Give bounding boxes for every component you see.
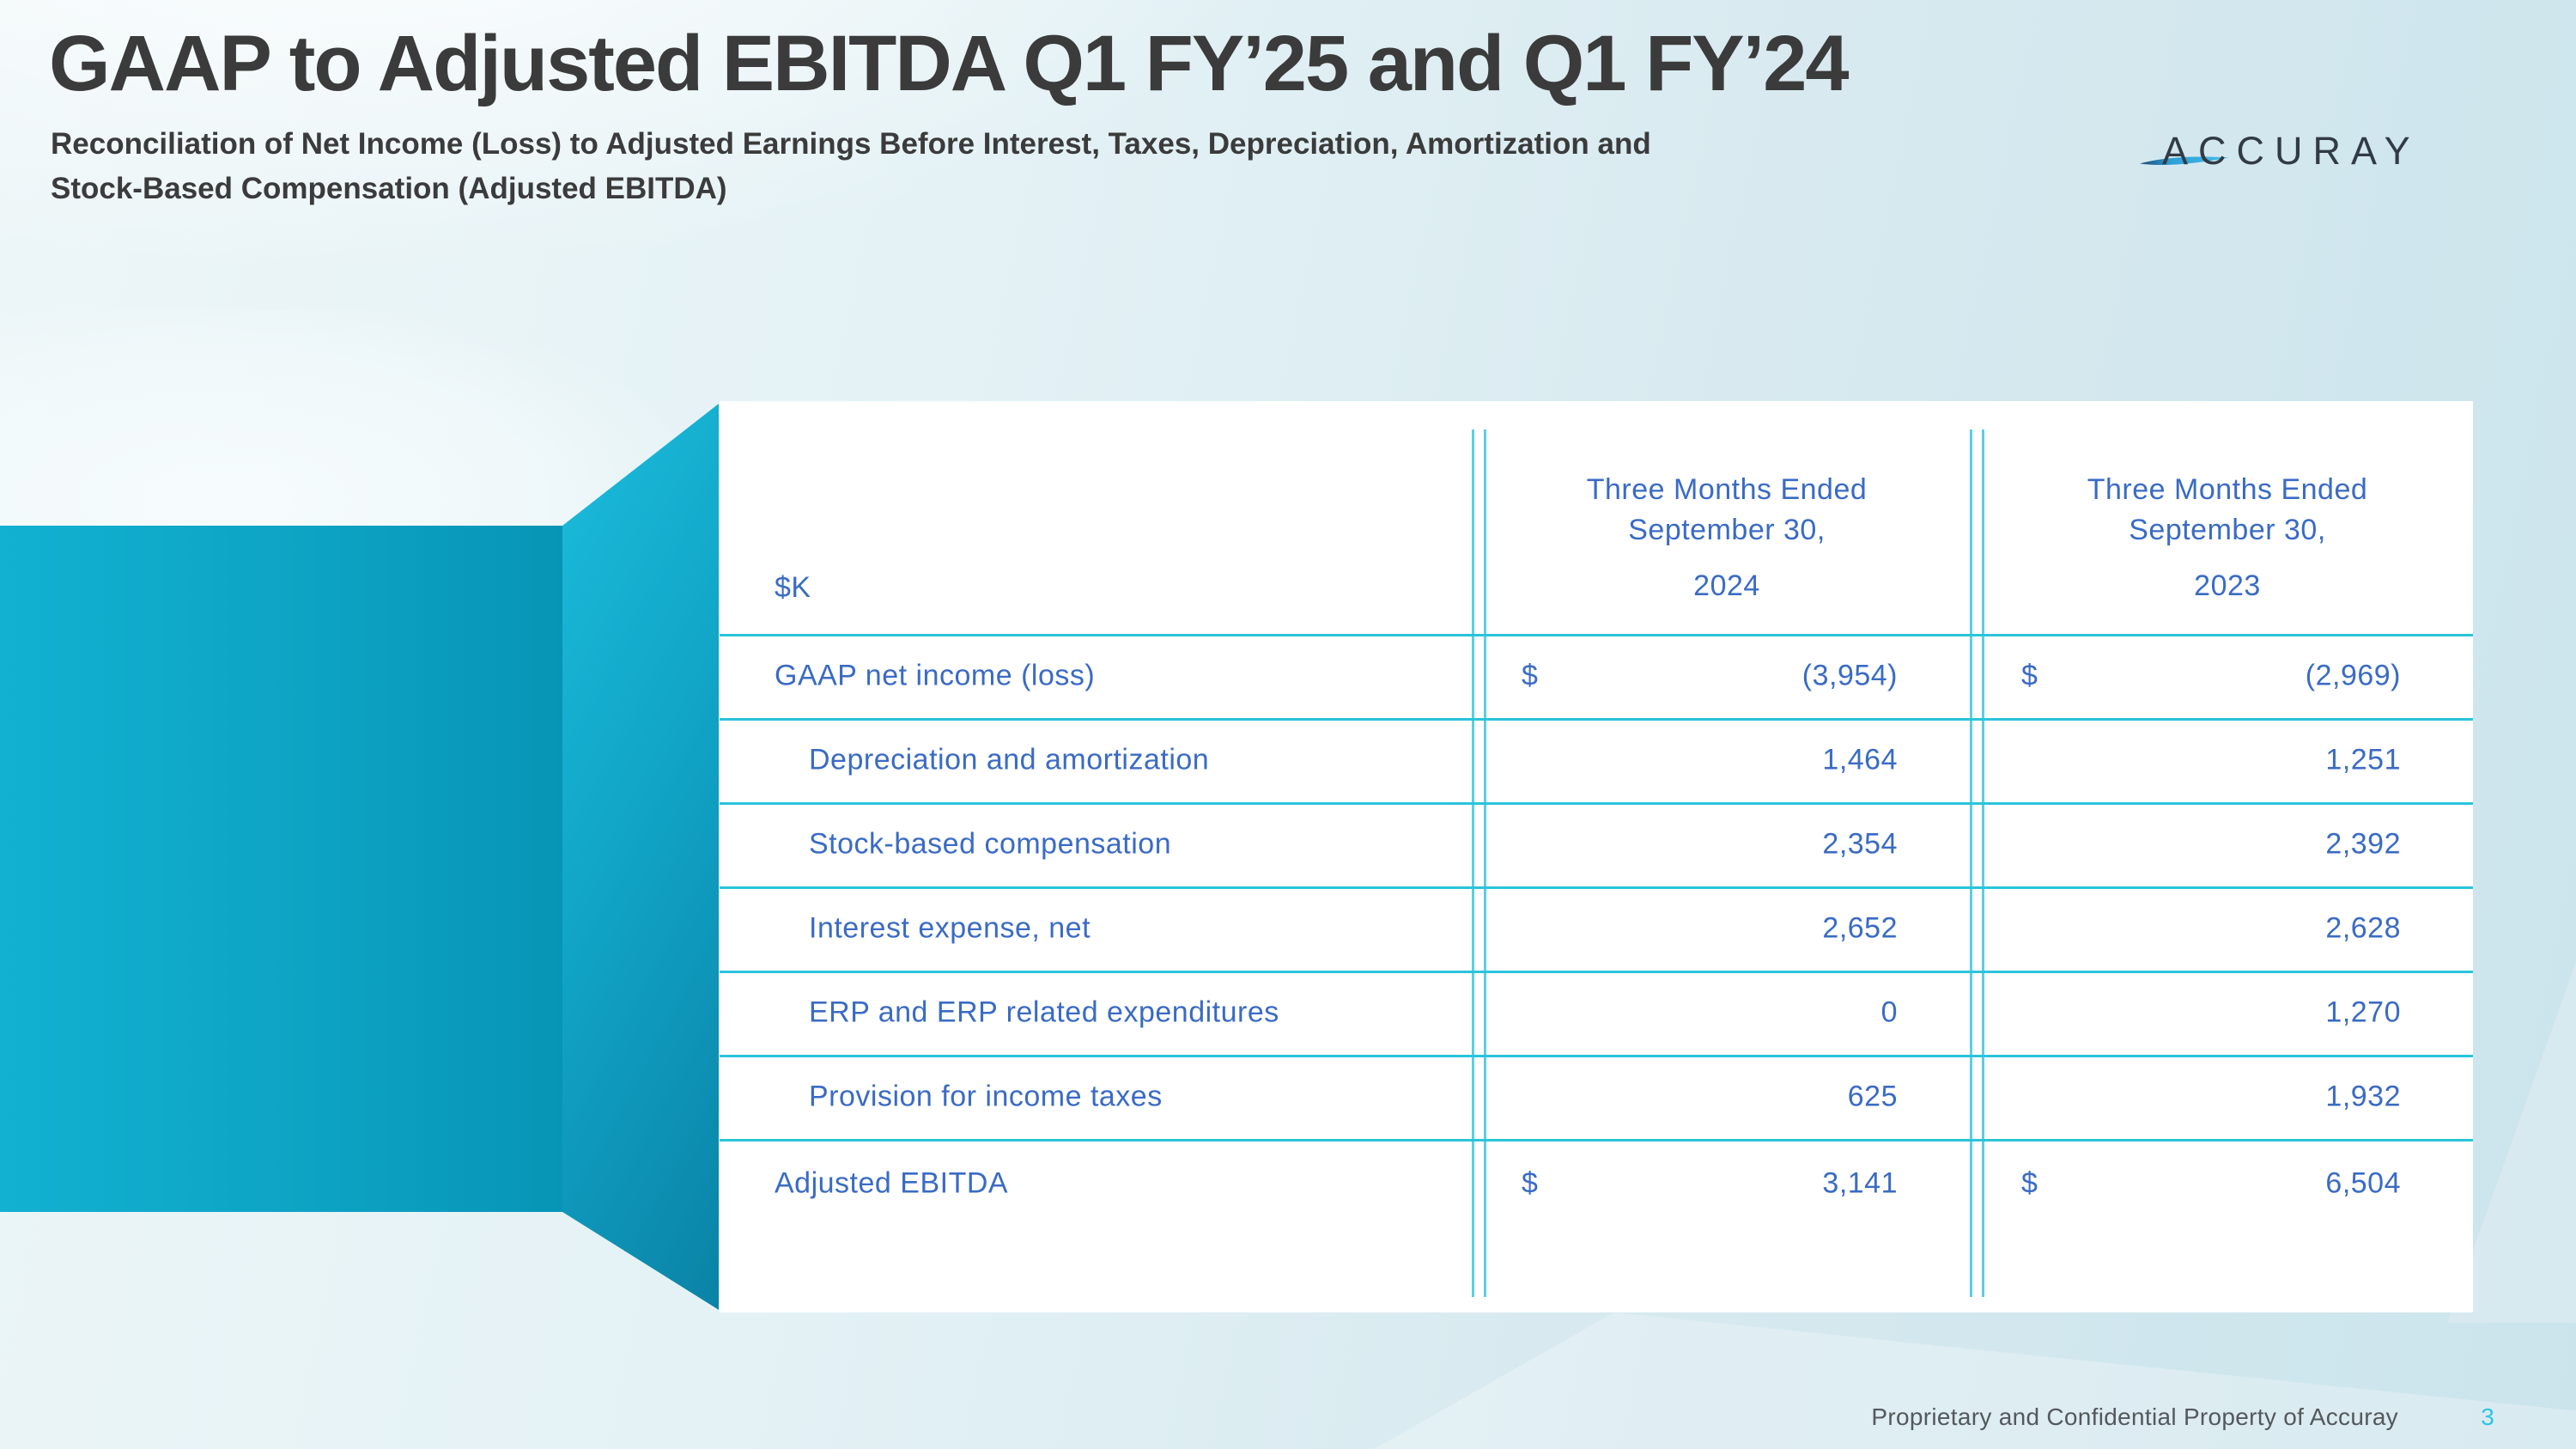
page-subtitle-line1: Reconciliation of Net Income (Loss) to A…: [51, 127, 1651, 161]
value-2023: 2,392: [2325, 827, 2401, 861]
currency-symbol-2023: $: [2021, 659, 2038, 692]
row-separator-line: [720, 1139, 2473, 1142]
value-2023: 2,628: [2325, 911, 2401, 945]
value-2024: (3,954): [1801, 659, 1898, 692]
row-label: Provision for income taxes: [809, 1080, 1163, 1113]
header-separator-line: [720, 634, 2473, 636]
page-subtitle-line2: Stock-Based Compensation (Adjusted EBITD…: [51, 172, 727, 205]
row-separator-line: [720, 1055, 2473, 1057]
value-2024: 0: [1880, 995, 1898, 1029]
column-divider-line: [1982, 429, 1984, 1297]
table-row-stock-based-compensation: Stock-based compensation 2,354 2,392: [720, 802, 2473, 886]
value-2024: 625: [1847, 1080, 1898, 1113]
table-row-interest-expense: Interest expense, net 2,652 2,628: [720, 886, 2473, 971]
currency-symbol-2024: $: [1522, 1166, 1539, 1200]
value-2023: 6,504: [2325, 1166, 2401, 1200]
row-separator-line: [720, 802, 2473, 805]
accuray-logo: ACCURAY: [2140, 125, 2500, 186]
column-header-2023-line2: September 30,: [2129, 514, 2326, 546]
column-header-2023-year: 2023: [2194, 569, 2261, 602]
column-divider-line: [1484, 429, 1486, 1297]
teal-rectangle-decoration: [0, 526, 562, 1212]
column-header-2023-line1: Three Months Ended: [2087, 473, 2368, 506]
row-label: Adjusted EBITDA: [775, 1166, 1009, 1200]
value-2024: 1,464: [1822, 743, 1898, 776]
value-2023: 1,270: [2325, 995, 2401, 1029]
reconciliation-table-panel: $K Three Months Ended September 30, 2024…: [720, 401, 2473, 1312]
page-subtitle: Reconciliation of Net Income (Loss) to A…: [51, 122, 1651, 211]
page-title: GAAP to Adjusted EBITDA Q1 FY’25 and Q1 …: [49, 20, 1850, 107]
column-header-2024-line2: September 30,: [1628, 514, 1826, 546]
logo-swoosh-icon: [2140, 156, 2229, 166]
value-2023: 1,251: [2325, 743, 2401, 776]
value-2024: 2,652: [1822, 911, 1898, 945]
row-label: Depreciation and amortization: [809, 743, 1210, 776]
row-separator-line: [720, 971, 2473, 973]
column-header-2024-year: 2024: [1693, 569, 1760, 602]
row-separator-line: [720, 718, 2473, 721]
table-row-adjusted-ebitda: Adjusted EBITDA $ 3,141 $ 6,504: [720, 1139, 2473, 1228]
table-row-depreciation-amortization: Depreciation and amortization 1,464 1,25…: [720, 718, 2473, 802]
row-separator-line: [720, 886, 2473, 889]
column-divider-line: [1472, 429, 1474, 1297]
value-2023: (2,969): [2305, 659, 2401, 692]
column-header-2024: Three Months Ended September 30, 2024: [1484, 470, 1970, 606]
currency-symbol-2023: $: [2021, 1166, 2038, 1200]
row-label: GAAP net income (loss): [775, 659, 1096, 692]
teal-fold-decoration: [562, 404, 719, 1310]
table-row-provision-income-taxes: Provision for income taxes 625 1,932: [720, 1055, 2473, 1139]
value-2024: 3,141: [1822, 1166, 1898, 1200]
currency-symbol-2024: $: [1522, 659, 1539, 692]
page-number: 3: [2481, 1403, 2494, 1430]
column-header-2023: Three Months Ended September 30, 2023: [1982, 470, 2473, 606]
footer-note: Proprietary and Confidential Property of…: [1871, 1403, 2398, 1430]
column-divider-line: [1970, 429, 1972, 1297]
column-header-2024-line1: Three Months Ended: [1586, 473, 1868, 506]
table-unit-label: $K: [775, 571, 811, 604]
value-2024: 2,354: [1822, 827, 1898, 861]
table-row-gaap-net-income: GAAP net income (loss) $ (3,954) $ (2,96…: [720, 634, 2473, 718]
table-row-erp-expenditures: ERP and ERP related expenditures 0 1,270: [720, 971, 2473, 1055]
row-label: ERP and ERP related expenditures: [809, 995, 1279, 1029]
row-label: Stock-based compensation: [809, 827, 1172, 861]
value-2023: 1,932: [2325, 1080, 2401, 1113]
row-label: Interest expense, net: [809, 911, 1091, 945]
accuray-logo-text: ACCURAY: [2162, 129, 2421, 173]
